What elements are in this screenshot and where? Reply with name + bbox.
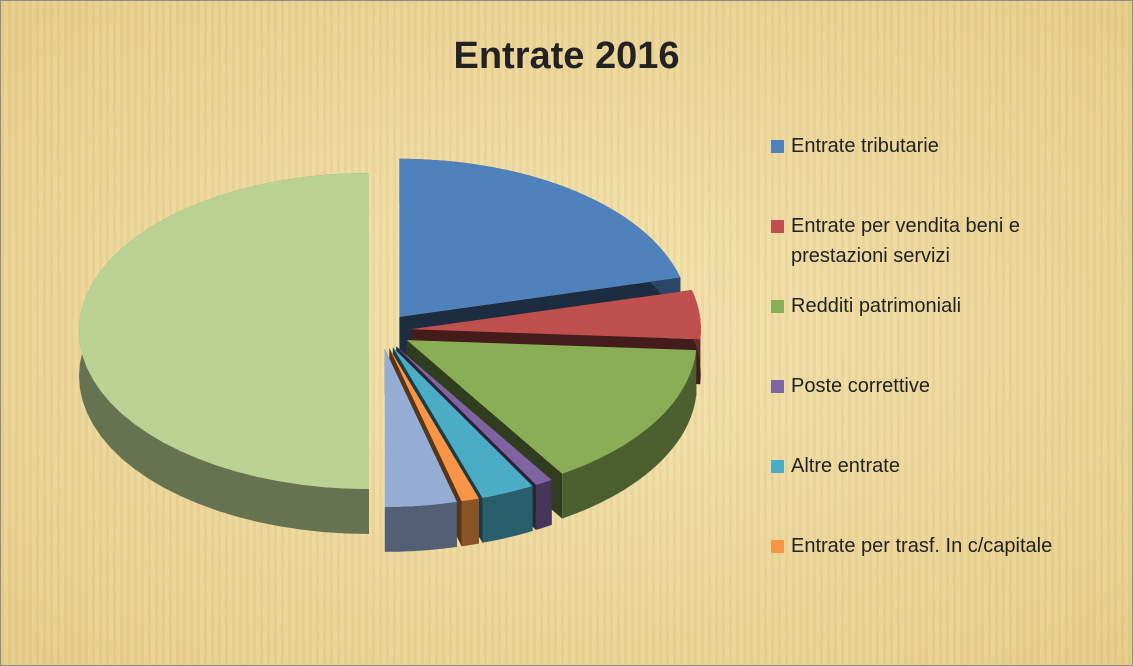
slice [389,348,479,502]
legend-item: Entrate per vendita beni e prestazioni s… [771,211,1121,271]
slice-wall [482,486,533,543]
legend-swatch [771,460,784,473]
legend-label: Entrate per vendita beni e prestazioni s… [791,215,1021,267]
legend-label: Redditi patrimoniali [791,295,962,317]
slice [406,340,697,474]
legend-label: Poste correttive [791,375,930,397]
slice-wall [562,350,697,519]
legend-item: Altre entrate [771,451,1121,481]
legend-item: Entrate per trasf. In c/capitale [771,531,1121,561]
legend-swatch [771,140,784,153]
legend-item: Poste correttive [771,371,1121,401]
legend-item: Redditi patrimoniali [771,291,1121,321]
slice [410,290,701,340]
legend-swatch [771,300,784,313]
slice [79,173,369,489]
legend-swatch [771,220,784,233]
slice-wall [384,501,457,552]
legend-label: Entrate tributarie [791,135,939,157]
slice [384,348,457,507]
slice [392,347,533,498]
chart-title: Entrate 2016 [453,35,680,77]
legend-label: Altre entrate [791,455,900,477]
slice [399,158,681,317]
slice [396,346,552,485]
slice-wall [461,498,479,547]
legend-swatch [771,380,784,393]
legend-label: Entrate per trasf. In c/capitale [791,535,1053,557]
legend-swatch [771,540,784,553]
slice-wall [536,479,552,530]
legend-item: Entrate tributarie [771,131,1121,161]
